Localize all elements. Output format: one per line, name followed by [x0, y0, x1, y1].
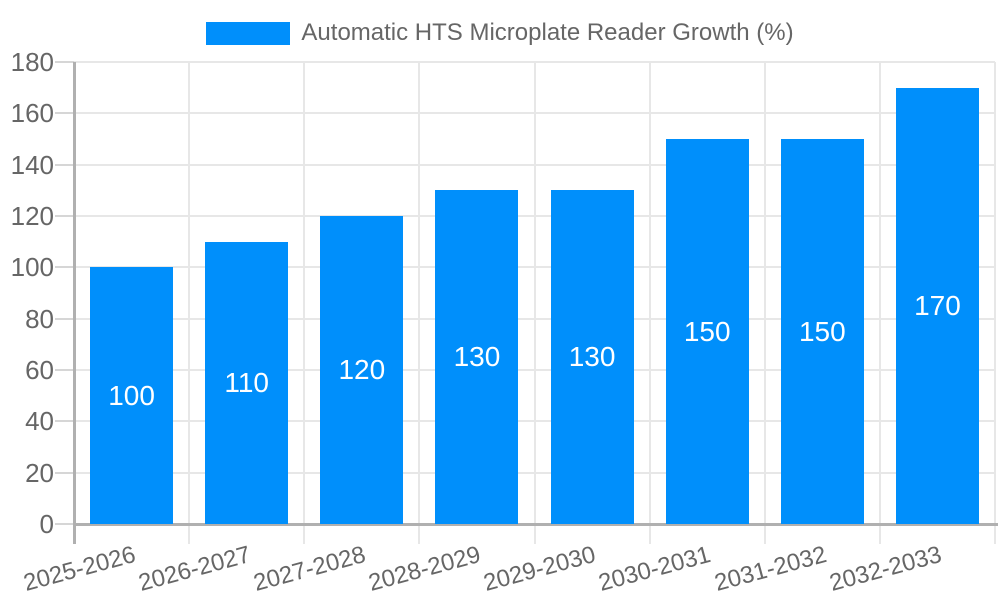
x-axis-label: 2032-2033 — [826, 541, 945, 597]
y-axis-tick — [55, 61, 74, 63]
y-axis-tick — [55, 420, 74, 423]
y-axis-label: 160 — [10, 98, 54, 129]
x-axis-label: 2027-2028 — [250, 541, 369, 597]
x-axis-label: 2031-2032 — [711, 541, 830, 597]
x-axis-label: 2028-2029 — [365, 541, 484, 597]
x-axis-tick — [303, 62, 306, 544]
y-axis-tick — [55, 266, 74, 269]
bar: 100 — [90, 267, 174, 524]
y-axis-label: 140 — [10, 149, 54, 180]
y-axis-label: 120 — [10, 201, 54, 231]
legend-label: Automatic HTS Microplate Reader Growth (… — [301, 19, 794, 46]
y-axis-tick — [55, 523, 74, 525]
bar-value-label: 150 — [798, 315, 846, 347]
bar-value-label: 120 — [338, 354, 386, 385]
y-axis-tick — [55, 215, 74, 217]
x-axis-line — [73, 523, 998, 526]
y-axis-label: 80 — [25, 303, 54, 334]
bar-value-label: 130 — [453, 341, 501, 373]
y-axis-label: 100 — [10, 252, 54, 283]
x-axis-tick — [188, 62, 191, 544]
x-axis-label: 2029-2030 — [480, 541, 599, 597]
y-axis-tick — [55, 471, 74, 474]
x-axis-tick — [878, 62, 881, 544]
bar-value-label: 100 — [108, 379, 155, 411]
bar: 170 — [895, 87, 979, 524]
x-axis-tick — [763, 62, 766, 544]
bar: 150 — [780, 139, 864, 524]
bar: 120 — [320, 216, 404, 524]
bar-value-label: 170 — [914, 289, 961, 321]
y-axis-label: 180 — [10, 47, 54, 77]
y-axis-label: 40 — [25, 406, 54, 437]
bar-value-label: 110 — [224, 366, 269, 398]
y-axis-tick — [55, 369, 74, 371]
x-axis-label: 2030-2031 — [596, 541, 714, 597]
y-axis-line — [73, 62, 76, 544]
x-axis-label: 2025-2026 — [20, 541, 139, 597]
y-axis-tick — [55, 163, 74, 166]
legend-item[interactable]: Automatic HTS Microplate Reader Growth (… — [206, 19, 794, 46]
y-axis-label: 60 — [25, 355, 54, 385]
bar: 110 — [205, 241, 289, 524]
y-axis-tick — [55, 317, 74, 320]
y-axis-label: 0 — [39, 509, 54, 539]
gridline-vertical — [994, 62, 996, 544]
bar: 150 — [665, 139, 749, 524]
bar: 130 — [435, 190, 519, 524]
legend-swatch — [206, 21, 291, 45]
x-axis-tick — [648, 62, 651, 544]
x-axis-label: 2026-2027 — [135, 541, 254, 597]
legend: Automatic HTS Microplate Reader Growth (… — [0, 20, 1000, 46]
y-axis-tick — [55, 112, 74, 115]
y-axis-label: 20 — [25, 457, 54, 488]
bar-value-label: 130 — [568, 341, 616, 373]
bar: 130 — [550, 190, 634, 524]
x-axis-tick — [418, 62, 421, 544]
bar-value-label: 150 — [683, 315, 731, 347]
x-axis-tick — [533, 62, 536, 544]
